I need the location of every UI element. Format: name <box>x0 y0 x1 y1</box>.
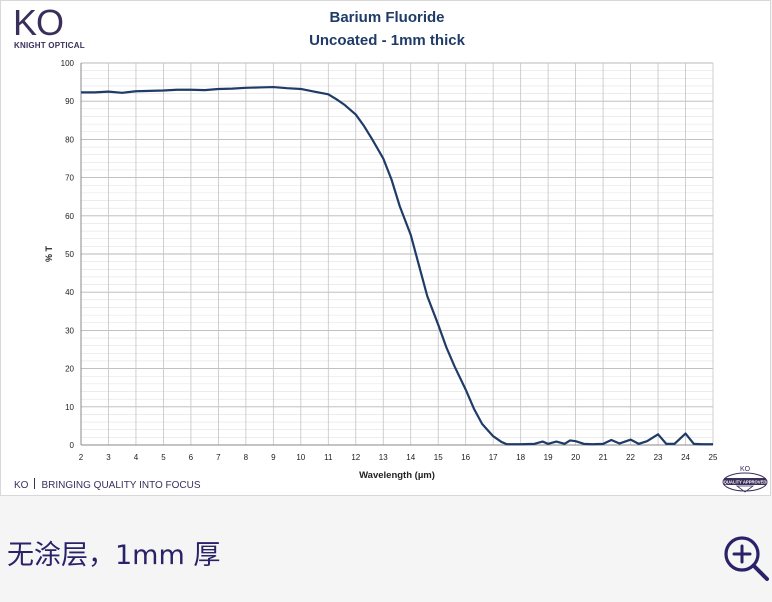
y-tick-label: 80 <box>65 135 74 144</box>
x-tick-label: 19 <box>544 453 553 462</box>
footer-brand: KO <box>14 480 29 491</box>
chart-card: KO KNIGHT OPTICAL Barium Fluoride Uncoat… <box>0 0 771 496</box>
x-tick-label: 24 <box>681 453 690 462</box>
x-axis-label: Wavelength (µm) <box>359 470 435 481</box>
y-tick-label: 0 <box>70 441 75 450</box>
x-tick-label: 4 <box>134 453 139 462</box>
badge-top-text: KO <box>740 466 751 473</box>
y-tick-label: 90 <box>65 97 74 106</box>
x-tick-label: 8 <box>244 453 249 462</box>
footer-divider <box>34 478 36 489</box>
x-tick-label: 15 <box>434 453 443 462</box>
logo-mark: KO <box>13 2 64 43</box>
x-tick-label: 23 <box>654 453 663 462</box>
y-axis-label: % T <box>44 246 54 263</box>
chart-subtitle: Uncoated - 1mm thick <box>309 32 465 49</box>
x-tick-label: 14 <box>406 453 415 462</box>
x-tick-label: 21 <box>599 453 608 462</box>
image-caption: 无涂层，1mm 厚 <box>7 540 221 571</box>
x-tick-label: 7 <box>216 453 221 462</box>
x-tick-label: 11 <box>324 453 333 462</box>
x-tick-label: 22 <box>626 453 635 462</box>
quality-approved-badge-icon: KO QUALITY APPROVED <box>722 466 768 493</box>
footer-tagline: KO BRINGING QUALITY INTO FOCUS <box>14 478 201 491</box>
x-tick-label: 10 <box>296 453 305 462</box>
y-tick-label: 50 <box>65 250 74 259</box>
x-tick-label: 13 <box>379 453 388 462</box>
y-tick-label: 70 <box>65 174 74 183</box>
transmission-series-line <box>81 85 713 446</box>
chart-title: Barium Fluoride <box>329 9 445 26</box>
x-tick-label: 5 <box>161 453 166 462</box>
y-tick-label: 20 <box>65 365 74 374</box>
y-tick-label: 60 <box>65 212 74 221</box>
y-tick-label: 100 <box>61 59 75 68</box>
x-tick-label: 9 <box>271 453 276 462</box>
x-tick-label: 12 <box>351 453 360 462</box>
zoom-in-icon[interactable] <box>720 533 772 585</box>
y-tick-label: 40 <box>65 288 74 297</box>
x-tick-label: 25 <box>709 453 718 462</box>
x-tick-label: 6 <box>189 453 194 462</box>
x-tick-label: 2 <box>79 453 84 462</box>
logo-subtitle: KNIGHT OPTICAL <box>14 41 85 50</box>
badge-bottom-text: QUALITY APPROVED <box>724 480 767 485</box>
x-tick-label: 17 <box>489 453 498 462</box>
x-tick-label: 16 <box>461 453 470 462</box>
x-tick-label: 18 <box>516 453 525 462</box>
y-tick-label: 10 <box>65 403 74 412</box>
x-tick-label: 3 <box>106 453 111 462</box>
footer-tagline-text: BRINGING QUALITY INTO FOCUS <box>41 480 201 491</box>
y-tick-label: 30 <box>65 326 74 335</box>
x-tick-label: 20 <box>571 453 580 462</box>
